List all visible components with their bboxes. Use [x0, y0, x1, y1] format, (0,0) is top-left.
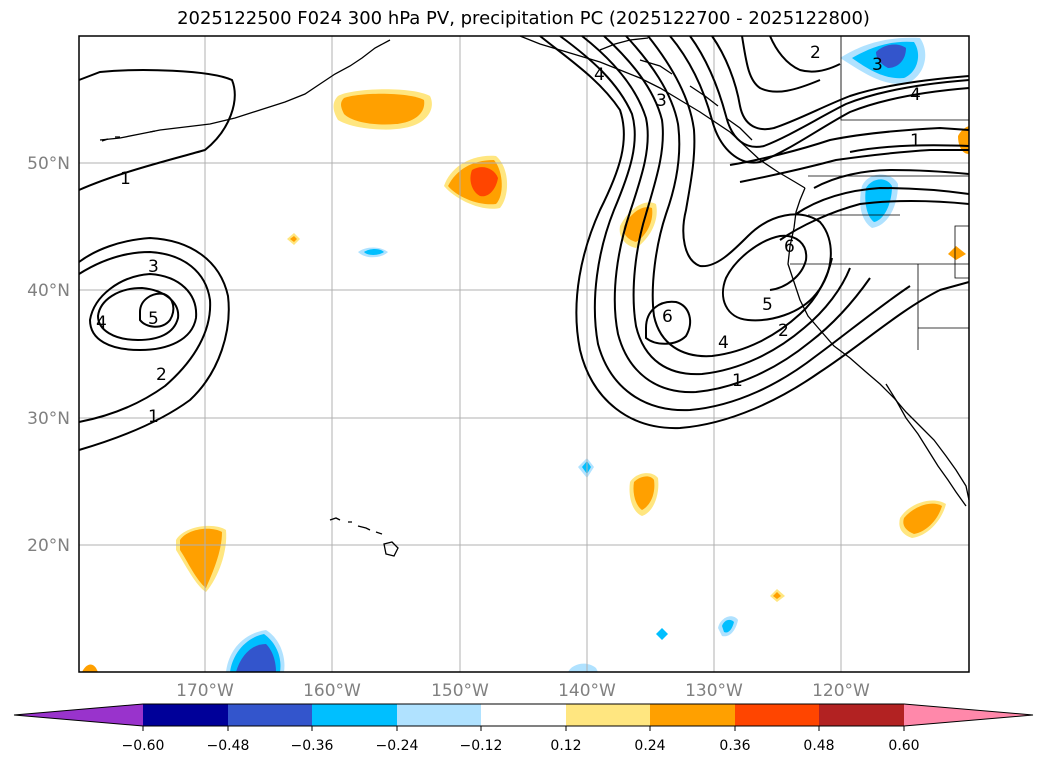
- colorbar-bin: [735, 704, 819, 726]
- map-title: 2025122500 F024 300 hPa PV, precipitatio…: [177, 8, 870, 29]
- bc-coast: [519, 35, 806, 189]
- colorbar-tick-label: −0.48: [207, 738, 250, 754]
- colorbar-tick-label: −0.60: [122, 738, 165, 754]
- contour-label: 4: [594, 65, 605, 85]
- pv-contours: [78, 35, 970, 451]
- hawaiian-islands: [329, 517, 399, 557]
- contour-label: 2: [778, 321, 789, 341]
- longitude-axis: 170°W 160°W 150°W 140°W 130°W 120°W: [176, 681, 870, 701]
- lat-label-20n: 20°N: [27, 536, 70, 556]
- colorbar-bin: [819, 704, 904, 726]
- lat-label-50n: 50°N: [27, 154, 70, 174]
- contour-label: 4: [96, 313, 107, 333]
- contour-label: 1: [148, 407, 159, 427]
- contour-label: 5: [762, 295, 773, 315]
- precip-blob-baja: [903, 503, 942, 534]
- colorbar-tick-label: −0.36: [291, 738, 334, 754]
- colorbar-bin: [650, 704, 735, 726]
- colorbar-bin: [228, 704, 312, 726]
- colorbar-bin: [566, 704, 650, 726]
- colorbar: −0.60 −0.48 −0.36 −0.24 −0.12 0.12 0.24 …: [13, 703, 1034, 754]
- precip-blob-northeast: [876, 44, 906, 68]
- colorbar-tick-label: −0.12: [460, 738, 503, 754]
- colorbar-tick-label: −0.24: [376, 738, 419, 754]
- coastlines: [99, 35, 970, 557]
- precip-blob-south-blue: [236, 644, 276, 672]
- pv-contour-1-west: [78, 236, 230, 451]
- lon-label-130w: 130°W: [685, 681, 743, 701]
- precip-blob-southwest: [180, 528, 222, 588]
- colorbar-bin: [481, 704, 566, 726]
- precip-blob-gulf: [341, 93, 425, 125]
- pv-contour-6-center: [645, 300, 692, 345]
- colorbar-tick-label: 0.48: [803, 738, 834, 754]
- colorbar-extend-max: [904, 704, 1033, 726]
- map-frame: [78, 35, 970, 673]
- precip-blob-pacific-northwest: [865, 179, 892, 222]
- colorbar-extend-min: [14, 704, 143, 726]
- precip-dot-blue: [364, 249, 384, 255]
- lon-label-140w: 140°W: [558, 681, 616, 701]
- precip-blob-central: [470, 167, 498, 197]
- colorbar-tick-label: 0.60: [888, 738, 919, 754]
- latitude-axis: 50°N 40°N 30°N 20°N: [27, 154, 70, 556]
- lon-label-170w: 170°W: [176, 681, 234, 701]
- contour-label: 1: [120, 169, 131, 189]
- contour-label: 3: [148, 257, 159, 277]
- colorbar-tick-label: 0.36: [719, 738, 750, 754]
- contour-label: 2: [156, 365, 167, 385]
- colorbar-bin: [312, 704, 397, 726]
- colorbar-bin: [143, 704, 228, 726]
- contour-label: 3: [872, 55, 883, 75]
- contour-label: 1: [732, 371, 743, 391]
- contour-label: 1: [910, 131, 921, 151]
- colorbar-bin: [397, 704, 481, 726]
- colorbar-tick-label: 0.24: [634, 738, 665, 754]
- contour-label: 2: [810, 43, 821, 63]
- pv-contour-labels: 1 3 4 5 2 1 4 3 2 3 4 1 6 6 5 2 4 1: [96, 43, 921, 427]
- lat-label-30n: 30°N: [27, 409, 70, 429]
- contour-label: 6: [784, 237, 795, 257]
- lat-label-40n: 40°N: [27, 281, 70, 301]
- contour-label: 4: [910, 85, 921, 105]
- lon-label-120w: 120°W: [812, 681, 870, 701]
- contour-label: 4: [718, 333, 729, 353]
- contour-label: 6: [662, 307, 673, 327]
- lon-label-160w: 160°W: [303, 681, 361, 701]
- baja-california: [885, 383, 967, 507]
- colorbar-tick-label: 0.12: [550, 738, 581, 754]
- pv-contour-1-central: [539, 35, 970, 430]
- contour-label: 5: [148, 309, 159, 329]
- lon-label-150w: 150°W: [431, 681, 489, 701]
- contour-label: 3: [656, 91, 667, 111]
- pv-contour-1-northwest: [78, 69, 236, 191]
